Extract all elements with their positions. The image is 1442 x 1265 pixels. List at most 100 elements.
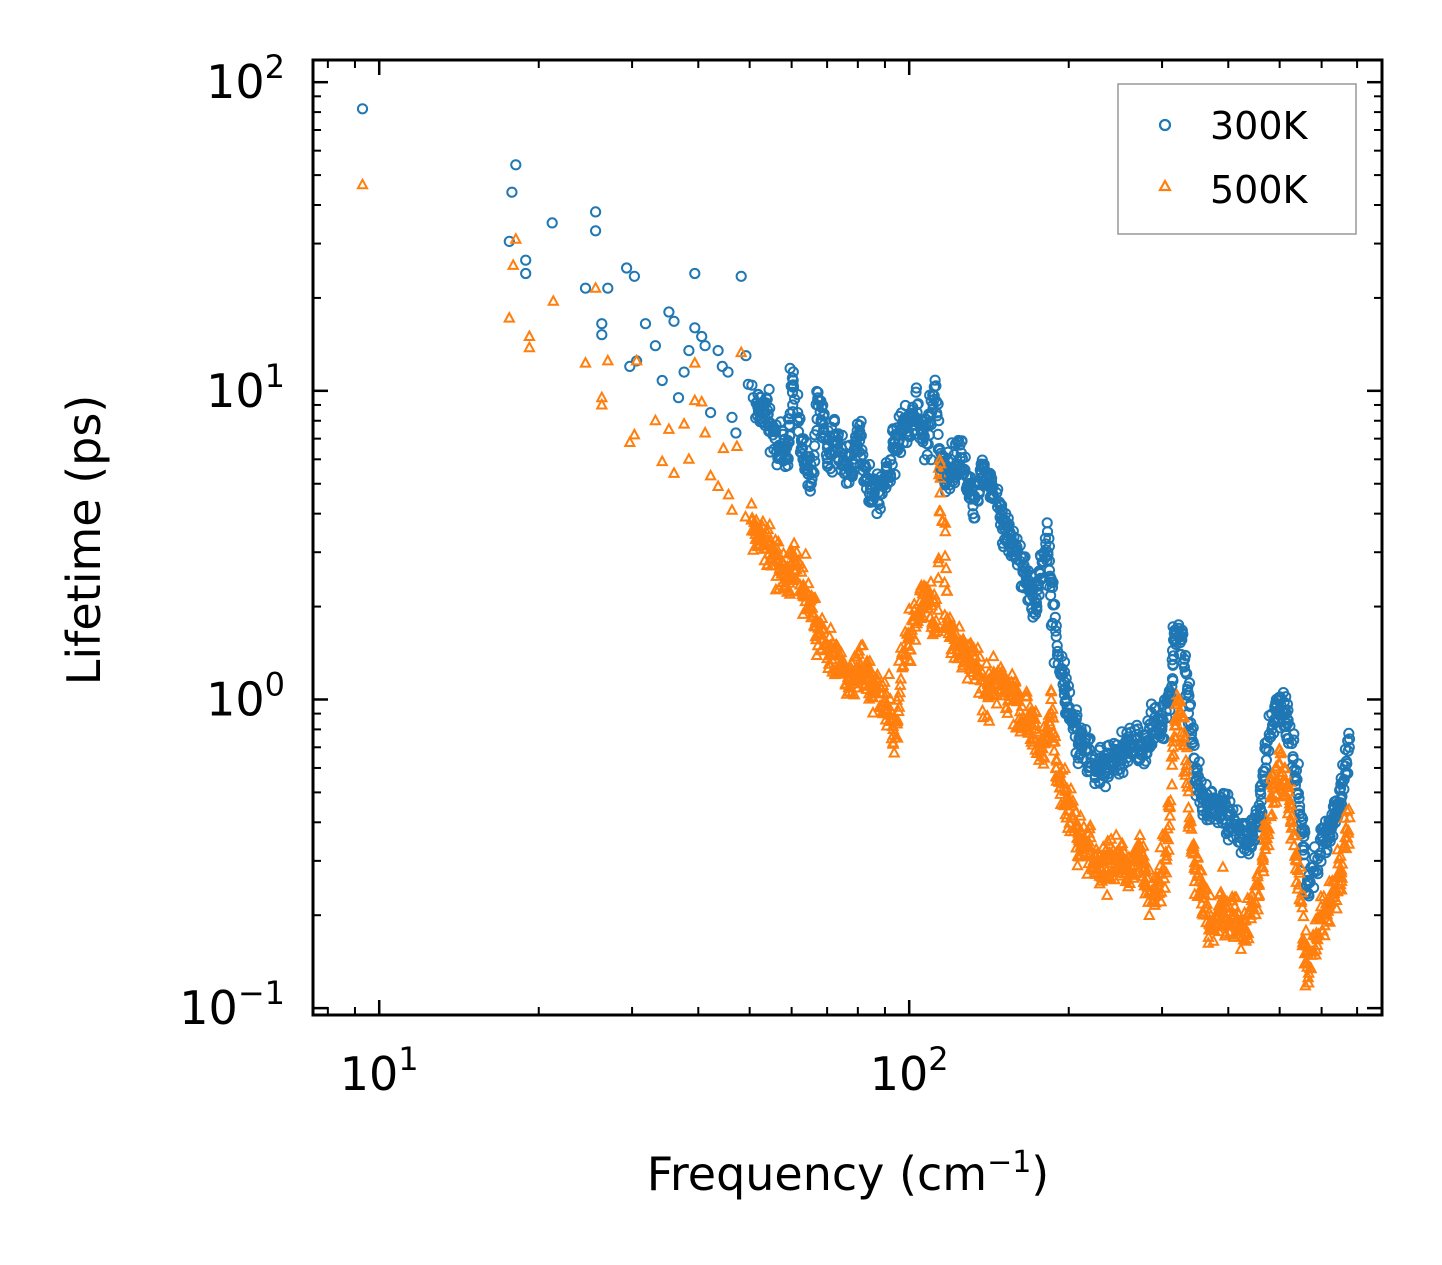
point-500k (934, 456, 947, 469)
point-500k (1152, 872, 1166, 885)
point-500k (805, 606, 819, 618)
point-500k (734, 345, 748, 358)
point-300k (1129, 741, 1142, 753)
scatter-cloud-point (1154, 894, 1168, 907)
point-300k (624, 360, 636, 372)
scatter-cloud-point (796, 607, 810, 619)
point-500k (1126, 853, 1140, 866)
scatter-cloud-point (1089, 777, 1101, 790)
point-300k (602, 282, 614, 294)
scatter-cloud-point (1011, 533, 1023, 545)
scatter-cloud-point (790, 545, 803, 557)
point-500k (503, 310, 516, 323)
point-500k (711, 479, 725, 491)
scatter-cloud-point (933, 485, 947, 498)
scatter-cloud-point (1287, 838, 1301, 851)
point-300k (992, 501, 1004, 513)
scatter-cloud-point (1161, 712, 1173, 724)
scatter-cloud-point (1053, 650, 1065, 662)
point-500k (739, 509, 752, 522)
scatter-cloud-point (785, 380, 797, 392)
scatter-cloud-point (1109, 828, 1123, 840)
scatter-cloud-point (1296, 900, 1309, 913)
scatter-cloud-point (825, 652, 839, 665)
point-300k (977, 463, 989, 475)
scatter-cloud-point (1263, 745, 1275, 757)
y-tick-base: 10 (206, 364, 265, 418)
scatter-cloud-point (1031, 604, 1043, 616)
scatter-cloud-point (871, 507, 883, 520)
point-300k (1163, 687, 1175, 699)
point-500k (1185, 822, 1198, 834)
point-300k (705, 407, 717, 419)
scatter-cloud-point (1227, 831, 1239, 843)
scatter-cloud-point (1315, 823, 1327, 835)
scatter-cloud-point (1327, 890, 1340, 902)
point-300k (838, 458, 850, 470)
scatter-cloud-point (1203, 915, 1216, 928)
point-500k (1279, 779, 1293, 792)
scatter-cloud-point (829, 638, 842, 651)
scatter-cloud-point (926, 627, 940, 640)
point-300k (941, 470, 954, 482)
scatter-cloud-point (1100, 888, 1114, 900)
scatter-cloud-point (802, 576, 815, 589)
point-300k (782, 453, 794, 465)
scatter-cloud-point (856, 444, 868, 456)
point-300k (678, 366, 690, 378)
scatter-cloud-point (1207, 934, 1220, 946)
scatter-cloud-point (1091, 845, 1105, 858)
scatter-cloud-point (1046, 702, 1059, 714)
scatter-cloud-point (1031, 724, 1044, 737)
point-500k (356, 177, 369, 190)
scatter-cloud-point (1061, 821, 1075, 833)
point-300k (628, 270, 641, 282)
scatter-cloud-point (1190, 869, 1204, 881)
x-tick-base: 10 (870, 1047, 929, 1101)
scatter-cloud-point (1020, 684, 1033, 697)
point-500k (1022, 709, 1035, 722)
scatter-cloud-point (927, 587, 941, 600)
scatter-cloud-point (951, 436, 964, 448)
point-300k (1005, 533, 1017, 546)
point-300k (1073, 732, 1085, 744)
scatter-cloud-point (1235, 915, 1248, 928)
point-300k (866, 483, 878, 495)
point-500k (704, 468, 717, 481)
point-500k (1079, 836, 1092, 849)
point-500k (601, 353, 615, 366)
scatter-cloud-point (1080, 724, 1092, 736)
point-500k (1166, 740, 1180, 752)
scatter-cloud-point (1255, 795, 1268, 807)
scatter-cloud-point (787, 547, 800, 560)
scatter-cloud-point (1281, 714, 1293, 726)
point-500k (1340, 822, 1353, 834)
point-300k (911, 407, 923, 419)
point-300k (1055, 664, 1067, 676)
point-500k (812, 621, 825, 633)
point-300k (1108, 755, 1120, 768)
scatter-cloud-point (852, 647, 865, 659)
point-500k (677, 416, 691, 429)
scatter-cloud-point (923, 610, 937, 622)
scatter-cloud-point (999, 701, 1013, 714)
scatter-cloud-point (876, 678, 890, 690)
point-300k (798, 458, 810, 470)
point-500k (1300, 955, 1314, 968)
point-300k (716, 360, 728, 372)
scatter-cloud-point (956, 452, 969, 464)
point-300k (1335, 792, 1347, 804)
point-300k (1050, 630, 1062, 643)
scatter-cloud-point (971, 641, 985, 653)
point-500k (923, 592, 936, 605)
scatter-cloud-point (1049, 769, 1063, 782)
point-300k (730, 427, 742, 439)
point-500k (1096, 862, 1109, 875)
scatter-cloud-point (1113, 868, 1127, 881)
y-tick-label: 100 (206, 665, 285, 726)
x-tick-label: 102 (870, 1040, 949, 1101)
scatter-cloud-point (1060, 781, 1074, 794)
x-tick-label: 101 (340, 1040, 419, 1101)
point-500k (1111, 845, 1125, 857)
point-300k (813, 395, 826, 407)
